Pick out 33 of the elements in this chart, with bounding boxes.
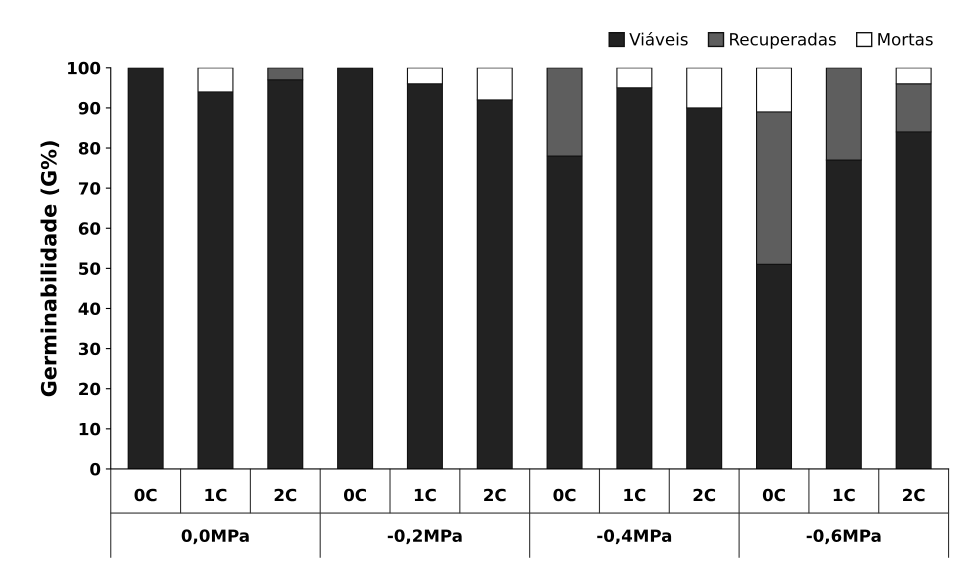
bar: [337, 68, 374, 469]
text: 0,0MPa: [182, 529, 249, 544]
y-tick-label: 100: [68, 62, 100, 74]
x-tick-label: 1C: [205, 488, 226, 502]
y-tick-label: 0: [90, 462, 100, 476]
y-tick-label: 60: [78, 222, 100, 235]
y-tick-label: 70: [78, 182, 100, 195]
text: -0,2MPa: [388, 529, 462, 544]
y-tick-label: 80: [78, 142, 100, 155]
y-tick-label: 50: [79, 262, 100, 275]
y-tick-label: 10: [80, 422, 100, 436]
x-tick-label: 1C: [624, 488, 646, 502]
x-tick-label: 0C: [762, 488, 785, 502]
bar: [128, 68, 164, 469]
x-tick-label: 0C: [553, 488, 576, 502]
y-tick-label: 30: [78, 342, 100, 356]
y-axis-title: Germinabilidade (G%): [40, 141, 60, 396]
y-tick-label: 40: [78, 302, 100, 316]
legend-label: Mortas: [878, 33, 933, 46]
x-tick-label: 0C: [134, 488, 157, 502]
x-tick-label: 0C: [344, 488, 366, 502]
x-tick-label: 2C: [903, 488, 924, 502]
legend-label: Recuperadas: [730, 32, 836, 49]
x-tick-label: 1C: [414, 488, 436, 502]
text: -0,4MPa: [597, 529, 672, 544]
legend-label: Viáveis: [629, 32, 688, 46]
text: -0,6MPa: [806, 529, 881, 544]
x-tick-label: 1C: [834, 488, 855, 502]
x-tick-label: 2C: [484, 488, 506, 502]
y-tick-label: 90: [78, 102, 100, 114]
x-tick-label: 2C: [694, 488, 716, 502]
y-tick-label: 20: [79, 382, 100, 396]
x-tick-label: 2C: [274, 488, 296, 502]
